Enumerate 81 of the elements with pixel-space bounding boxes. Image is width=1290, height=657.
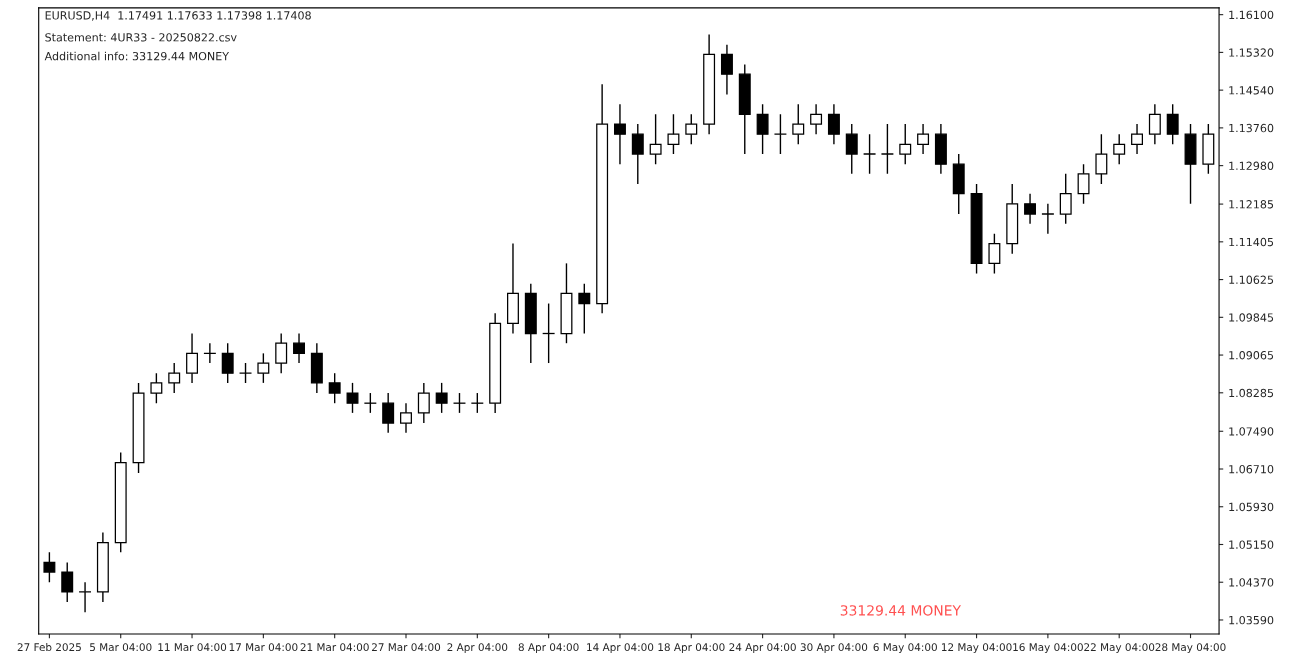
x-tick-label: 30 Apr 04:00 [800, 643, 868, 654]
candlestick [221, 342, 234, 384]
annotation: Statement: 4UR33 - 20250822.csv [45, 33, 237, 42]
candlestick [667, 113, 680, 155]
candlestick [150, 372, 163, 404]
candlestick [1166, 103, 1179, 146]
x-tick-label: 18 Apr 04:00 [658, 643, 725, 654]
y-tick-label: 1.12980 [1229, 161, 1274, 170]
candlestick [168, 362, 181, 394]
y-tick-label: 1.16100 [1229, 10, 1274, 20]
x-tick-label: 2 Apr 04:00 [447, 643, 508, 654]
x-tick-label: 17 Mar 04:00 [229, 643, 298, 652]
y-tick-label: 1.05150 [1229, 540, 1274, 549]
candlestick [328, 372, 341, 404]
candlestick [756, 103, 769, 155]
y-tick-label: 1.08285 [1229, 388, 1274, 398]
annotation: 33129.44 MONEY [840, 605, 962, 616]
candlestick [293, 332, 305, 364]
y-tick-label: 1.12185 [1229, 200, 1274, 209]
candlestick [845, 123, 858, 175]
x-tick-label: 21 Mar 04:00 [300, 643, 369, 652]
candlestick [774, 113, 787, 155]
y-tick-label: 1.09065 [1229, 351, 1274, 360]
candlestick [1113, 133, 1126, 165]
candlestick [79, 581, 92, 613]
candlestick [1131, 123, 1144, 155]
x-tick-label: 27 Feb 2025 [17, 643, 81, 652]
candlestick [275, 332, 288, 374]
x-tick-label: 8 Apr 04:00 [518, 643, 579, 654]
x-tick-label: 28 May 04:00 [1155, 643, 1226, 654]
candlestick [435, 382, 448, 414]
y-tick-label: 1.13760 [1229, 123, 1274, 133]
y-tick-label: 1.14540 [1229, 86, 1274, 95]
candlestick [346, 382, 359, 414]
y-tick-label: 1.06710 [1229, 464, 1274, 474]
candlestick [631, 123, 644, 185]
candlestick [43, 551, 56, 583]
chart-title: EURUSD,H4 1.17491 1.17633 1.17398 1.17408 [45, 11, 311, 21]
candlestick [1059, 173, 1072, 225]
y-tick-label: 1.03590 [1229, 615, 1274, 625]
candlestick [792, 103, 805, 146]
y-tick-label: 1.11405 [1229, 237, 1274, 247]
candlestick [917, 123, 930, 155]
x-tick-label: 22 May 04:00 [1084, 643, 1155, 654]
candlestick [988, 233, 1001, 275]
candlestick [1041, 203, 1054, 235]
y-tick-label: 1.09845 [1229, 313, 1274, 322]
candlestick [613, 103, 626, 165]
candlestick [685, 113, 698, 146]
y-tick-label: 1.04370 [1229, 578, 1274, 587]
candlestick [1077, 163, 1090, 205]
candlestick [578, 282, 591, 335]
candlestick [1024, 192, 1037, 225]
x-tick-label: 16 May 04:00 [1013, 643, 1083, 654]
candlestick [720, 43, 733, 96]
candlestick [810, 103, 823, 135]
y-tick-label: 1.07490 [1229, 427, 1274, 436]
x-tick-label: 11 Mar 04:00 [158, 643, 227, 652]
y-tick-label: 1.15320 [1229, 48, 1274, 57]
x-tick-label: 14 Apr 04:00 [587, 643, 654, 654]
candlestick [257, 352, 270, 384]
x-tick-label: 6 May 04:00 [873, 643, 937, 654]
annotation: Additional info: 33129.44 MONEY [44, 51, 230, 61]
candlestick [827, 103, 840, 146]
candlestick [186, 332, 199, 384]
candlestick [899, 123, 912, 165]
y-tick-label: 1.05930 [1229, 502, 1274, 512]
x-tick-label: 5 Mar 04:00 [90, 643, 152, 652]
x-tick-label: 24 Apr 04:00 [729, 643, 796, 654]
candlestick [863, 133, 876, 175]
y-tick-label: 1.10625 [1229, 275, 1274, 284]
candlestick [382, 392, 395, 434]
candlestick [400, 402, 412, 434]
candlestick [417, 382, 430, 424]
candlestick [649, 113, 662, 165]
x-tick-label: 12 May 04:00 [941, 643, 1012, 654]
candlestick [61, 561, 74, 603]
candlestick [1148, 103, 1161, 146]
x-tick-label: 27 Mar 04:00 [371, 643, 441, 652]
candlestick [881, 123, 894, 175]
candlestick [1095, 133, 1108, 185]
